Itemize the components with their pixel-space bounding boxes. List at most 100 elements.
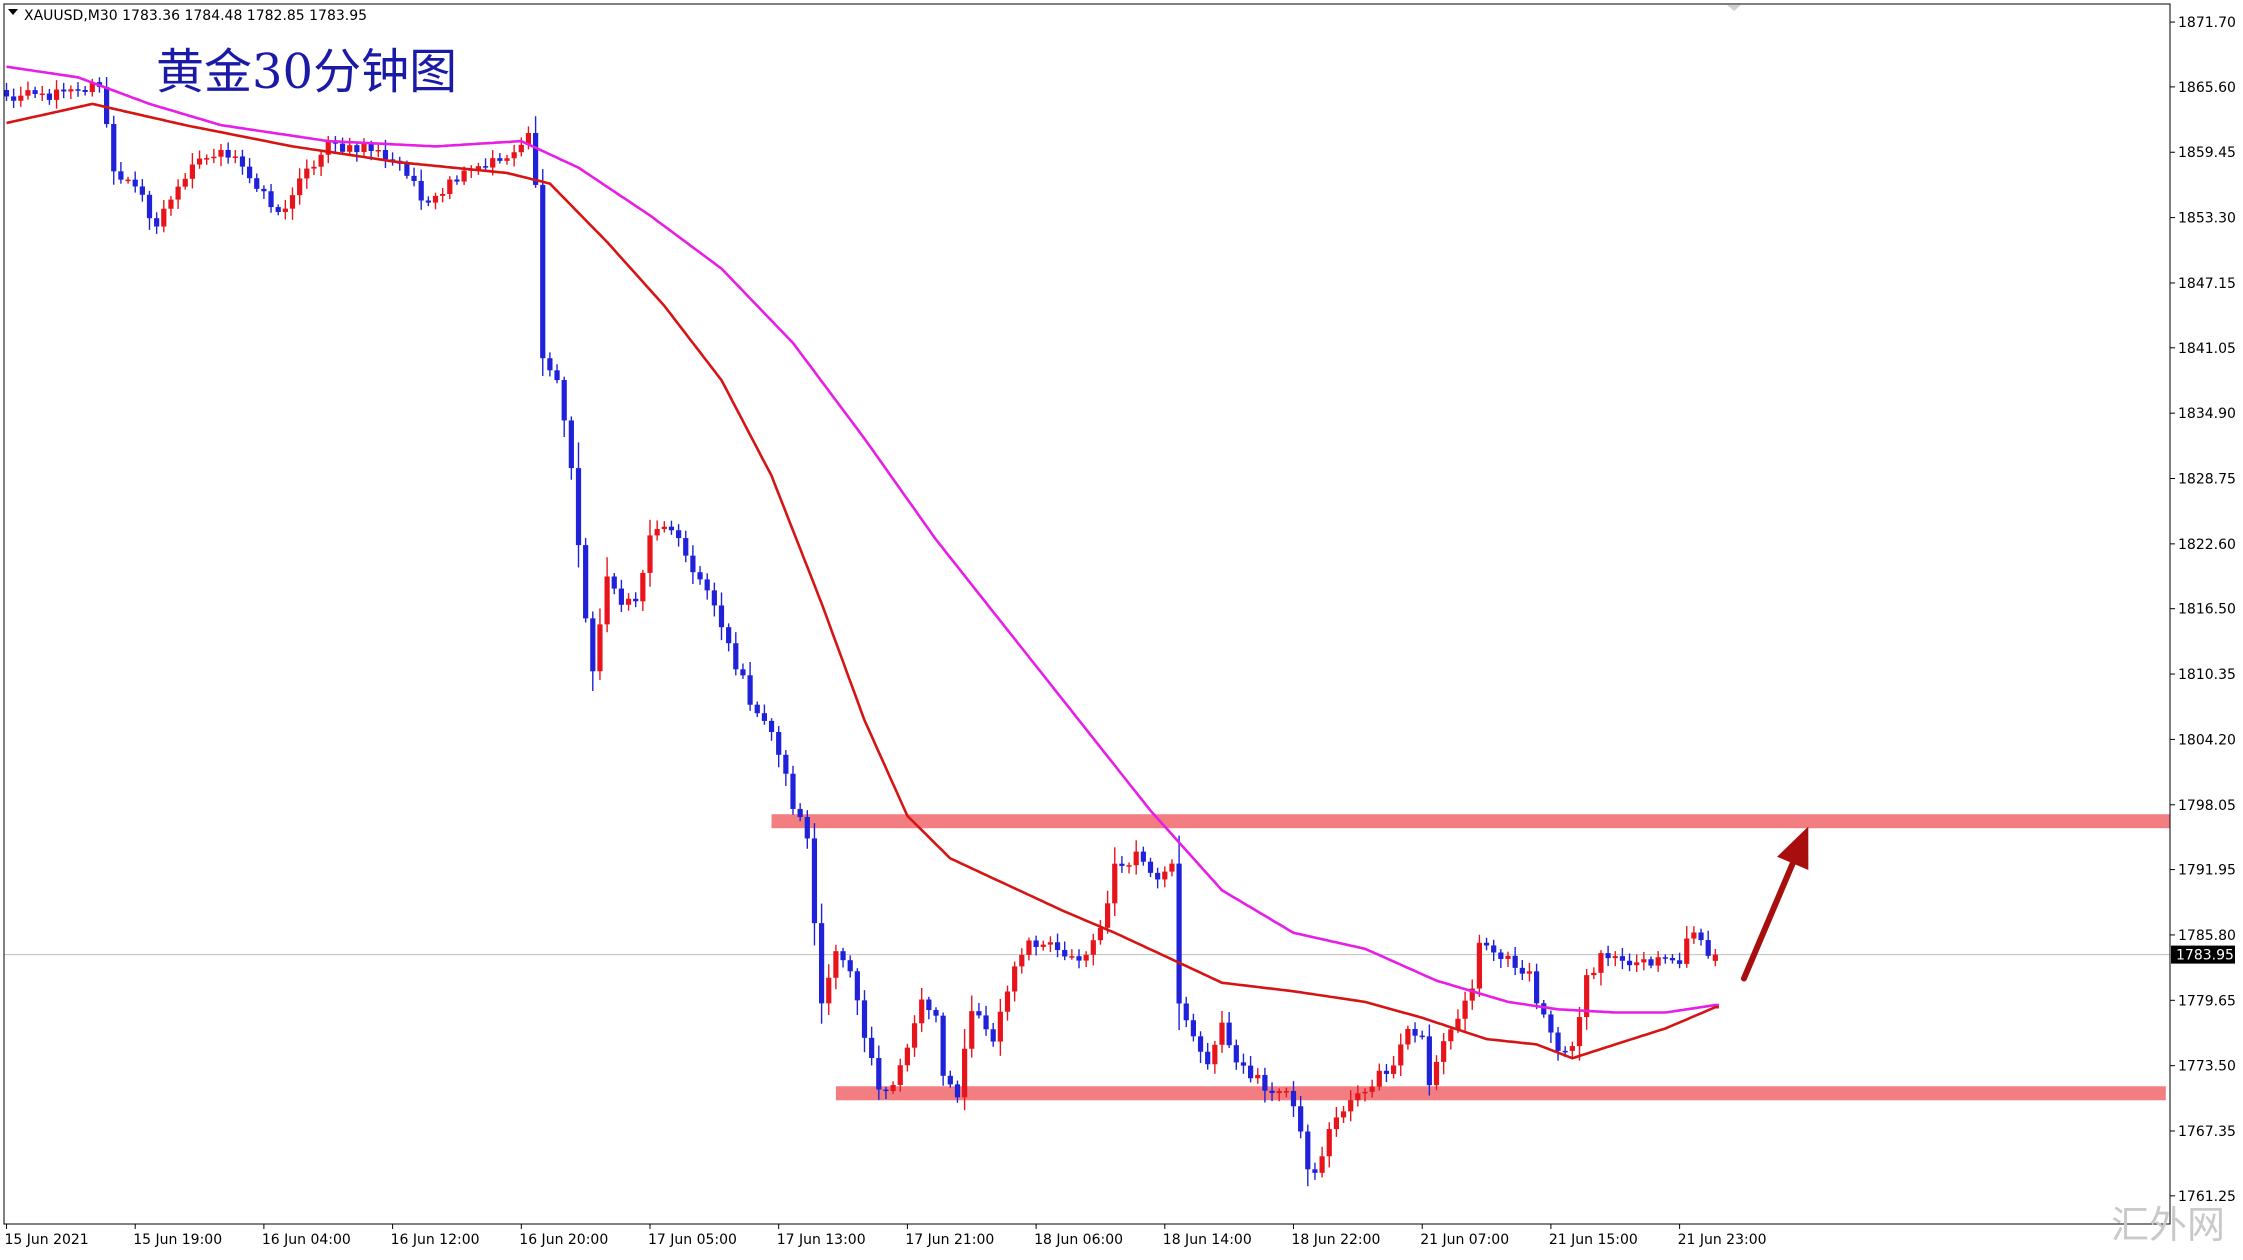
candle [32, 86, 38, 99]
candle-body [540, 184, 546, 359]
x-tick-label: 16 Jun 12:00 [391, 1232, 480, 1248]
candle-body [68, 89, 74, 92]
x-tick-label: 18 Jun 06:00 [1034, 1232, 1123, 1248]
candle-body [168, 199, 174, 209]
candle-body [1369, 1086, 1375, 1092]
candle-body [690, 555, 696, 573]
candle-body [1083, 954, 1089, 961]
candle-body [568, 420, 574, 469]
candle-body [18, 95, 24, 101]
candle [432, 192, 439, 210]
candle-body [1333, 1117, 1339, 1130]
candle [869, 1026, 875, 1066]
candle-body [711, 590, 717, 606]
candle-body [704, 579, 710, 591]
x-tick-label: 17 Jun 13:00 [777, 1232, 866, 1248]
candle [1462, 991, 1468, 1031]
candle [583, 537, 589, 623]
candle-body [1283, 1090, 1289, 1093]
candle-body [876, 1058, 882, 1090]
candle [876, 1045, 882, 1100]
x-tick-label: 21 Jun 23:00 [1678, 1232, 1767, 1248]
candle [1212, 1040, 1218, 1074]
candle [104, 77, 110, 128]
candle [618, 579, 624, 613]
candle-body [1355, 1093, 1361, 1101]
candle [1598, 950, 1604, 986]
candle-body [668, 526, 675, 531]
candle-body [211, 156, 217, 159]
candle [361, 138, 367, 158]
y-tick-label: 1865.60 [2178, 80, 2236, 96]
candle-body [926, 999, 932, 1011]
candle [1641, 951, 1647, 971]
candle-body [647, 535, 653, 573]
candle-body [1476, 942, 1482, 989]
candle [997, 998, 1003, 1056]
candle-body [533, 133, 539, 185]
candle [1155, 867, 1161, 889]
candle [640, 569, 646, 611]
candle-body [1677, 960, 1683, 964]
candle-body [869, 1037, 875, 1059]
candle [761, 704, 767, 725]
candle-body [997, 1011, 1003, 1042]
candle [1290, 1081, 1297, 1117]
candle-body [1090, 940, 1096, 955]
candle [1090, 933, 1096, 966]
candle [1534, 963, 1540, 1010]
candle-body [1126, 865, 1132, 867]
candle-body [1541, 1003, 1547, 1015]
candle-body [289, 195, 296, 209]
candle-body [132, 179, 138, 187]
candle [1441, 1033, 1447, 1075]
candle [1083, 951, 1089, 968]
candle-body [840, 951, 846, 961]
candle [1119, 856, 1125, 873]
candle [1240, 1053, 1247, 1074]
chart-title: 黄金30分钟图 [156, 44, 457, 100]
candle-body [1662, 957, 1668, 959]
candle-body [1105, 903, 1111, 928]
candle-body [1190, 1020, 1196, 1037]
candle [1305, 1124, 1311, 1187]
candle [25, 81, 31, 100]
candle-body [454, 179, 460, 182]
x-tick-label: 17 Jun 05:00 [648, 1232, 737, 1248]
candle [911, 1015, 918, 1057]
candle [783, 749, 789, 787]
candle [1205, 1042, 1211, 1070]
candle-body [1441, 1041, 1447, 1062]
candle-body [11, 96, 17, 101]
candle-body [1498, 952, 1504, 959]
candle [1262, 1067, 1268, 1103]
candle-body [1298, 1106, 1304, 1132]
candle-body [1305, 1131, 1311, 1170]
scroll-shift-marker-icon[interactable] [1727, 5, 1741, 11]
candle [833, 944, 839, 990]
candle [1076, 949, 1082, 969]
candle-body [1584, 975, 1590, 1018]
candle [1612, 951, 1618, 967]
candle [819, 903, 825, 1024]
candle-body [1076, 956, 1082, 961]
candle-body [1240, 1062, 1247, 1066]
candle-body [826, 977, 832, 1004]
zones-layer [771, 814, 2170, 1101]
candle [768, 718, 775, 741]
candle [1219, 1010, 1225, 1053]
candle [111, 115, 117, 185]
candle-body [25, 90, 31, 96]
candle [554, 364, 560, 384]
candle [289, 187, 296, 220]
candle-body [1326, 1129, 1332, 1157]
candle-body [1183, 1003, 1189, 1021]
candle-body [154, 218, 160, 227]
ma-slow-line [6, 65, 1719, 1014]
candle-body [1176, 863, 1182, 1004]
candle-body [947, 1075, 953, 1085]
chart-menu-triangle-icon[interactable] [8, 9, 18, 15]
x-tick-label: 15 Jun 2021 [5, 1232, 89, 1248]
candle-body [768, 720, 775, 733]
